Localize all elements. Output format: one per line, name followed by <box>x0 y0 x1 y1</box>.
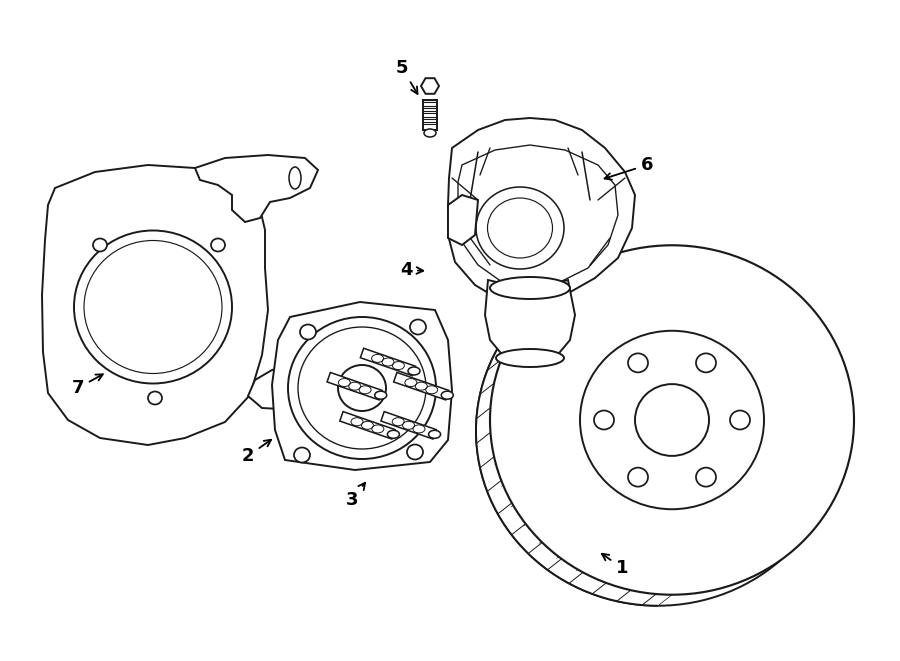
Ellipse shape <box>408 367 420 375</box>
Ellipse shape <box>407 444 423 459</box>
Text: 6: 6 <box>605 156 653 180</box>
Ellipse shape <box>490 277 570 299</box>
Text: 4: 4 <box>400 261 423 279</box>
Ellipse shape <box>288 317 436 459</box>
Text: 5: 5 <box>396 59 418 94</box>
Ellipse shape <box>628 354 648 372</box>
Polygon shape <box>360 348 416 375</box>
Polygon shape <box>248 362 328 410</box>
Ellipse shape <box>74 231 232 383</box>
Ellipse shape <box>476 256 840 605</box>
Ellipse shape <box>387 430 400 438</box>
Ellipse shape <box>294 447 310 463</box>
Polygon shape <box>448 118 635 305</box>
Ellipse shape <box>490 245 854 595</box>
Ellipse shape <box>476 187 564 269</box>
Ellipse shape <box>93 239 107 251</box>
Ellipse shape <box>628 467 648 486</box>
Polygon shape <box>393 372 449 400</box>
Ellipse shape <box>300 325 316 340</box>
Text: 2: 2 <box>242 440 271 465</box>
Polygon shape <box>476 245 672 605</box>
Ellipse shape <box>696 467 716 486</box>
Polygon shape <box>423 100 437 130</box>
Ellipse shape <box>410 319 426 334</box>
Ellipse shape <box>211 239 225 251</box>
Ellipse shape <box>289 167 301 189</box>
Ellipse shape <box>580 330 764 509</box>
Text: 1: 1 <box>602 554 628 577</box>
Ellipse shape <box>496 349 564 367</box>
Ellipse shape <box>283 371 301 401</box>
Polygon shape <box>42 165 268 445</box>
Ellipse shape <box>428 430 441 438</box>
Ellipse shape <box>730 410 750 430</box>
Polygon shape <box>327 372 382 400</box>
Ellipse shape <box>424 129 436 137</box>
Polygon shape <box>272 302 452 470</box>
Polygon shape <box>485 280 575 365</box>
Ellipse shape <box>594 410 614 430</box>
Ellipse shape <box>374 391 387 399</box>
Polygon shape <box>195 155 318 222</box>
Ellipse shape <box>338 365 386 411</box>
Ellipse shape <box>441 391 454 399</box>
Polygon shape <box>421 78 439 94</box>
Ellipse shape <box>635 384 709 456</box>
Ellipse shape <box>696 354 716 372</box>
Ellipse shape <box>148 391 162 405</box>
Ellipse shape <box>298 327 426 449</box>
Ellipse shape <box>488 198 553 258</box>
Polygon shape <box>381 412 436 439</box>
Polygon shape <box>448 195 478 245</box>
Text: 3: 3 <box>346 483 365 509</box>
Polygon shape <box>340 412 395 439</box>
Ellipse shape <box>84 241 222 373</box>
Text: 7: 7 <box>72 374 103 397</box>
